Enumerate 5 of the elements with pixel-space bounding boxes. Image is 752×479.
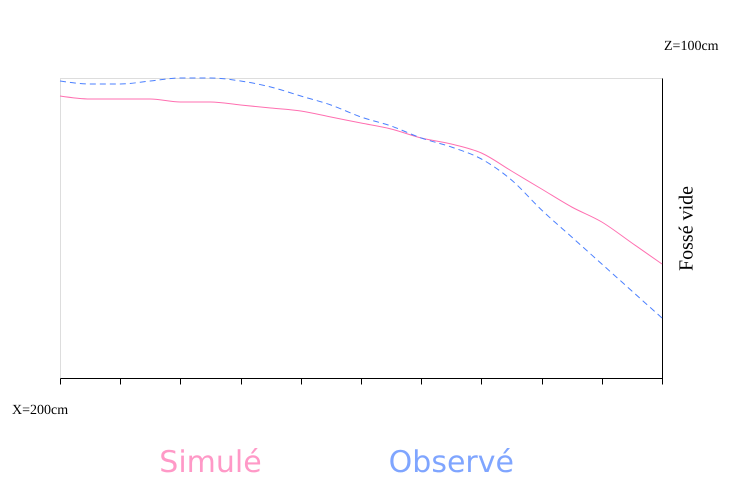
text: Z=100cm <box>664 39 719 54</box>
text: Observé <box>388 445 514 479</box>
text: X=200cm <box>12 403 68 418</box>
y-axis-title: Fossé vide <box>676 186 698 271</box>
text: Simulé <box>159 445 262 479</box>
